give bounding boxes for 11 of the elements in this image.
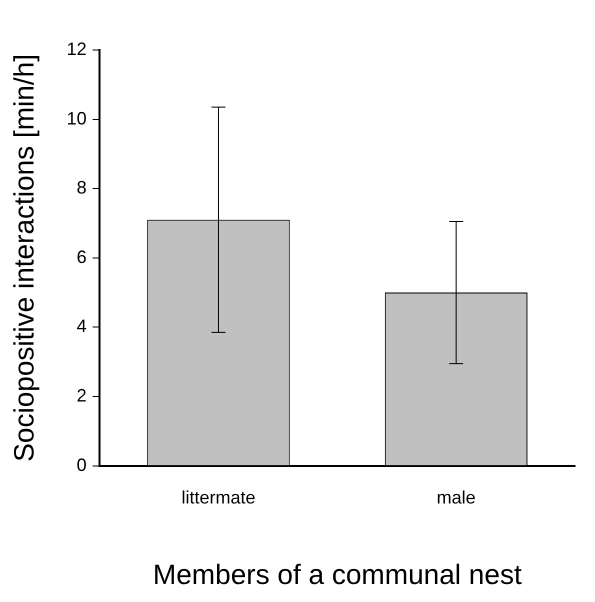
x-tick-label: littermate [181,488,256,508]
x-tick-label: male [436,488,476,508]
y-tick-label: 10 [66,108,87,128]
x-axis-title: Members of a communal nest [152,558,522,590]
y-tick-label: 2 [76,385,87,406]
y-axis-title: Sociopositive interactions [min/h] [8,54,40,462]
y-tick-label: 0 [76,454,87,475]
y-tick-label: 6 [76,246,87,267]
y-tick-label: 4 [76,316,87,336]
y-tick-label: 12 [66,38,87,59]
y-tick-label: 8 [76,178,87,198]
